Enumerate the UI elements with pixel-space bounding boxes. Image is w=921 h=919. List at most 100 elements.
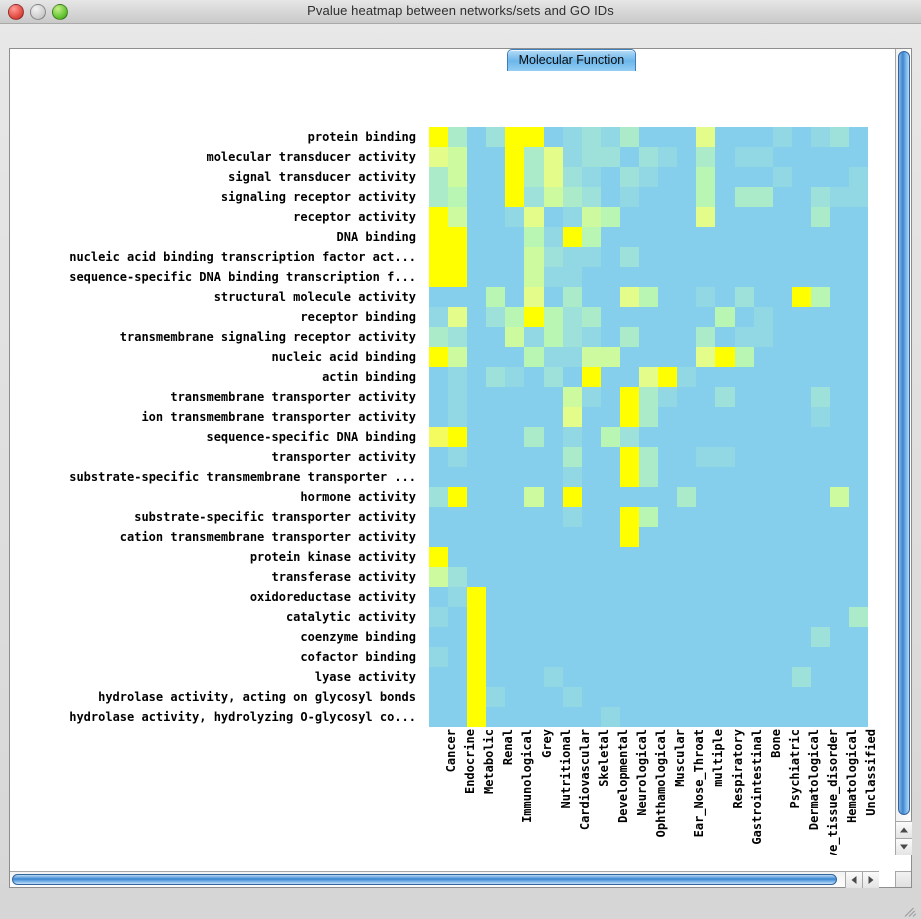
heatmap-cell[interactable] xyxy=(467,327,487,347)
heatmap-cell[interactable] xyxy=(734,487,754,507)
heatmap-cell[interactable] xyxy=(639,667,659,687)
heatmap-cell[interactable] xyxy=(715,647,735,667)
heatmap-cell[interactable] xyxy=(810,507,830,527)
heatmap-cell[interactable] xyxy=(829,647,850,667)
heatmap-viewport[interactable]: protein binding molecular transducer acti… xyxy=(10,49,879,855)
heatmap-cell[interactable] xyxy=(791,547,811,567)
heatmap-cell[interactable] xyxy=(619,567,640,587)
heatmap-cell[interactable] xyxy=(658,527,678,547)
heatmap-cell[interactable] xyxy=(753,587,773,607)
heatmap-cell[interactable] xyxy=(600,707,620,727)
heatmap-cell[interactable] xyxy=(677,147,697,167)
heatmap-cell[interactable] xyxy=(467,707,487,727)
heatmap-cell[interactable] xyxy=(734,327,754,347)
heatmap-cell[interactable] xyxy=(543,527,563,547)
heatmap-cell[interactable] xyxy=(791,687,811,707)
heatmap-cell[interactable] xyxy=(753,367,773,387)
heatmap-cell[interactable] xyxy=(696,627,716,647)
heatmap-cell[interactable] xyxy=(581,307,601,327)
heatmap-cell[interactable] xyxy=(486,167,506,187)
heatmap-cell[interactable] xyxy=(849,687,869,707)
heatmap-cell[interactable] xyxy=(658,247,678,267)
heatmap-cell[interactable] xyxy=(581,407,601,427)
heatmap-cell[interactable] xyxy=(849,187,869,207)
heatmap-cell[interactable] xyxy=(734,467,754,487)
heatmap-cell[interactable] xyxy=(677,267,697,287)
heatmap-cell[interactable] xyxy=(677,707,697,727)
heatmap-cell[interactable] xyxy=(600,167,620,187)
heatmap-cell[interactable] xyxy=(562,707,582,727)
heatmap-cell[interactable] xyxy=(639,427,659,447)
heatmap-cell[interactable] xyxy=(791,627,811,647)
heatmap-cell[interactable] xyxy=(810,487,830,507)
heatmap-cell[interactable] xyxy=(715,487,735,507)
heatmap-cell[interactable] xyxy=(543,147,563,167)
heatmap-cell[interactable] xyxy=(753,167,773,187)
heatmap-cell[interactable] xyxy=(658,347,678,367)
heatmap-cell[interactable] xyxy=(715,127,735,147)
heatmap-cell[interactable] xyxy=(581,447,601,467)
heatmap-cell[interactable] xyxy=(505,347,525,367)
heatmap-cell[interactable] xyxy=(581,327,601,347)
heatmap-cell[interactable] xyxy=(772,327,792,347)
heatmap-cell[interactable] xyxy=(715,447,735,467)
heatmap-cell[interactable] xyxy=(448,647,468,667)
heatmap-cell[interactable] xyxy=(600,247,620,267)
heatmap-cell[interactable] xyxy=(772,427,792,447)
heatmap-cell[interactable] xyxy=(600,267,620,287)
heatmap-cell[interactable] xyxy=(810,667,830,687)
heatmap-cell[interactable] xyxy=(524,187,544,207)
heatmap-cell[interactable] xyxy=(734,567,754,587)
heatmap-cell[interactable] xyxy=(562,627,582,647)
heatmap-cell[interactable] xyxy=(524,707,544,727)
heatmap-cell[interactable] xyxy=(696,527,716,547)
heatmap-cell[interactable] xyxy=(486,387,506,407)
heatmap-cell[interactable] xyxy=(677,387,697,407)
heatmap-cell[interactable] xyxy=(791,447,811,467)
heatmap-cell[interactable] xyxy=(849,327,869,347)
heatmap-cell[interactable] xyxy=(639,287,659,307)
heatmap-cell[interactable] xyxy=(829,167,850,187)
heatmap-cell[interactable] xyxy=(505,327,525,347)
heatmap-cell[interactable] xyxy=(562,547,582,567)
zoom-button[interactable] xyxy=(52,4,68,20)
heatmap-cell[interactable] xyxy=(505,607,525,627)
heatmap-cell[interactable] xyxy=(524,667,544,687)
heatmap-cell[interactable] xyxy=(448,527,468,547)
heatmap-cell[interactable] xyxy=(562,527,582,547)
heatmap-cell[interactable] xyxy=(772,307,792,327)
heatmap-cell[interactable] xyxy=(486,687,506,707)
heatmap-cell[interactable] xyxy=(810,267,830,287)
heatmap-cell[interactable] xyxy=(810,207,830,227)
heatmap-cell[interactable] xyxy=(448,147,468,167)
heatmap-cell[interactable] xyxy=(810,547,830,567)
heatmap-cell[interactable] xyxy=(715,407,735,427)
heatmap-cell[interactable] xyxy=(829,547,850,567)
heatmap-cell[interactable] xyxy=(524,687,544,707)
tab-molecular-function[interactable]: Molecular Function xyxy=(506,49,637,71)
heatmap-cell[interactable] xyxy=(581,707,601,727)
heatmap-cell[interactable] xyxy=(467,647,487,667)
heatmap-cell[interactable] xyxy=(677,687,697,707)
heatmap-cell[interactable] xyxy=(849,367,869,387)
heatmap-cell[interactable] xyxy=(639,507,659,527)
heatmap-cell[interactable] xyxy=(467,547,487,567)
heatmap-cell[interactable] xyxy=(562,407,582,427)
heatmap-cell[interactable] xyxy=(581,487,601,507)
heatmap-grid[interactable] xyxy=(429,127,869,727)
heatmap-cell[interactable] xyxy=(829,327,850,347)
heatmap-cell[interactable] xyxy=(734,547,754,567)
heatmap-cell[interactable] xyxy=(658,487,678,507)
heatmap-cell[interactable] xyxy=(829,607,850,627)
heatmap-cell[interactable] xyxy=(810,407,830,427)
heatmap-cell[interactable] xyxy=(696,307,716,327)
heatmap-cell[interactable] xyxy=(849,667,869,687)
heatmap-cell[interactable] xyxy=(543,687,563,707)
heatmap-cell[interactable] xyxy=(791,167,811,187)
heatmap-cell[interactable] xyxy=(448,427,468,447)
heatmap-cell[interactable] xyxy=(562,567,582,587)
heatmap-cell[interactable] xyxy=(429,527,449,547)
heatmap-cell[interactable] xyxy=(734,687,754,707)
heatmap-cell[interactable] xyxy=(772,667,792,687)
heatmap-cell[interactable] xyxy=(429,147,449,167)
